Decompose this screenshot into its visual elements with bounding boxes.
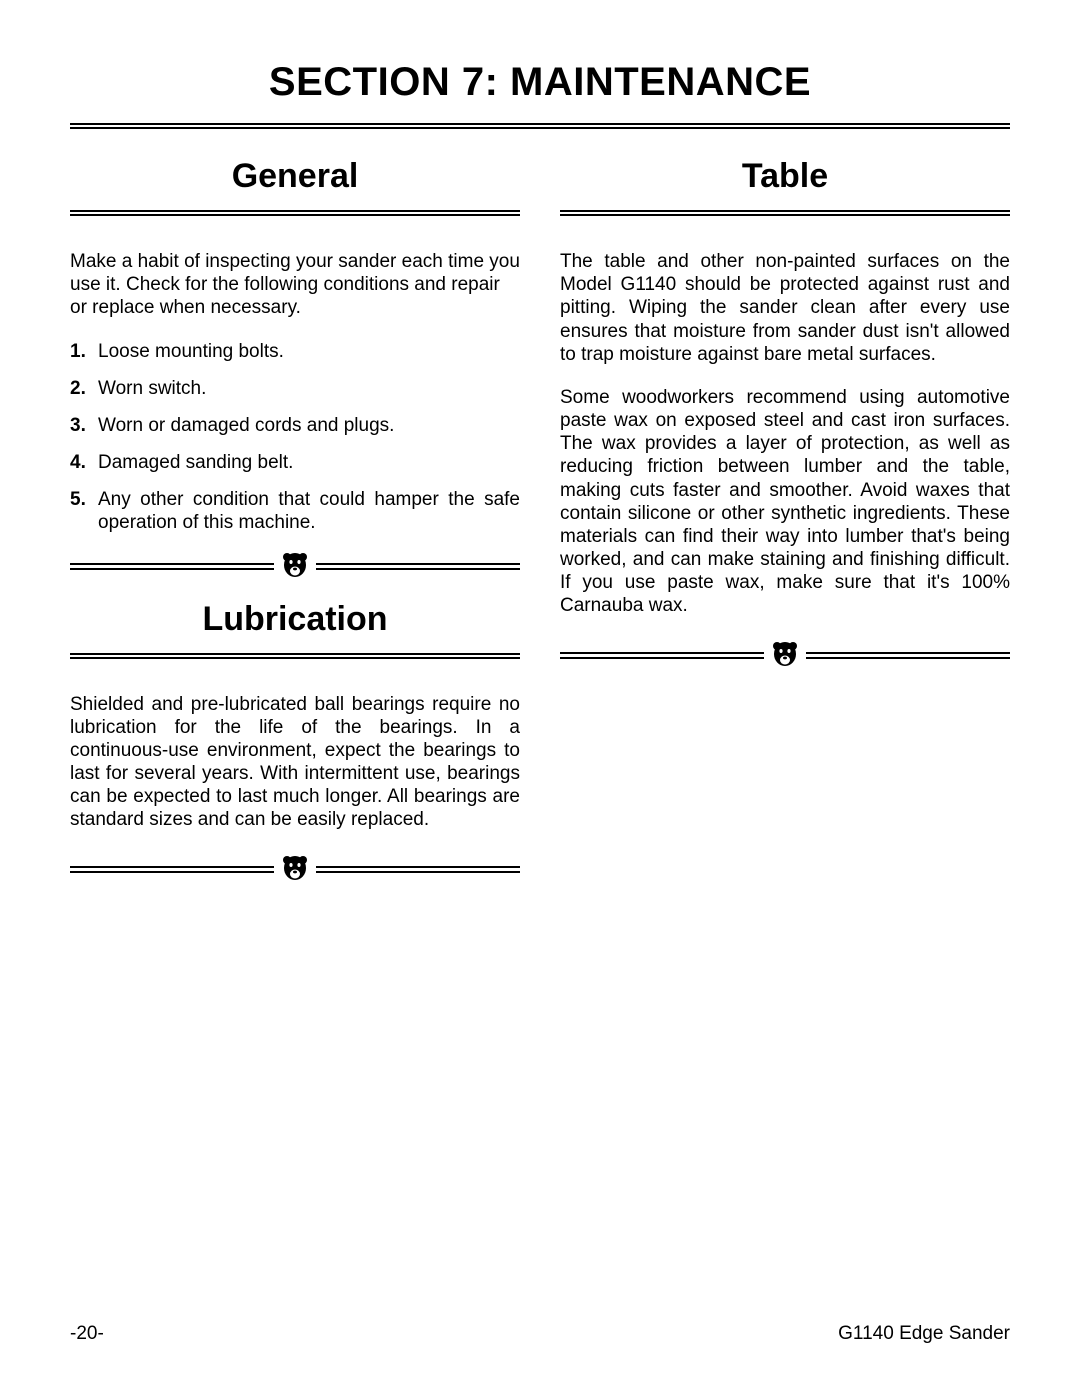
list-text: Loose mounting bolts. (98, 340, 520, 363)
section-divider (70, 852, 520, 887)
general-intro-text: Make a habit of inspecting your sander e… (70, 250, 520, 320)
right-column: Table The table and other non-painted su… (560, 157, 1010, 903)
table-para-2: Some woodworkers recommend using automot… (560, 386, 1010, 618)
divider-line (560, 652, 764, 659)
list-item: 3. Worn or damaged cords and plugs. (70, 414, 520, 437)
bear-icon (764, 638, 806, 673)
horizontal-rule (70, 653, 520, 659)
divider-line (806, 652, 1010, 659)
horizontal-rule (560, 210, 1010, 216)
section-divider (560, 638, 1010, 673)
page-title: SECTION 7: MAINTENANCE (70, 60, 1010, 105)
list-text: Worn switch. (98, 377, 520, 400)
lubrication-text: Shielded and pre-lubricated ball bearing… (70, 693, 520, 832)
horizontal-rule (70, 123, 1010, 129)
inspection-list: 1. Loose mounting bolts. 2. Worn switch.… (70, 340, 520, 535)
list-item: 5. Any other condition that could hamper… (70, 488, 520, 534)
list-number: 3. (70, 414, 98, 437)
list-text: Any other condition that could hamper th… (98, 488, 520, 534)
divider-line (70, 563, 274, 570)
bear-icon (274, 549, 316, 584)
product-name: G1140 Edge Sander (838, 1323, 1010, 1345)
page-number: -20- (70, 1323, 104, 1345)
divider-line (316, 563, 520, 570)
table-heading: Table (560, 157, 1010, 196)
lubrication-heading: Lubrication (70, 600, 520, 639)
bear-icon (274, 852, 316, 887)
list-item: 2. Worn switch. (70, 377, 520, 400)
list-number: 2. (70, 377, 98, 400)
list-text: Worn or damaged cords and plugs. (98, 414, 520, 437)
list-item: 1. Loose mounting bolts. (70, 340, 520, 363)
list-number: 5. (70, 488, 98, 534)
two-column-layout: General Make a habit of inspecting your … (70, 157, 1010, 903)
page-footer: -20- G1140 Edge Sander (70, 1323, 1010, 1345)
list-number: 1. (70, 340, 98, 363)
list-text: Damaged sanding belt. (98, 451, 520, 474)
left-column: General Make a habit of inspecting your … (70, 157, 520, 903)
general-heading: General (70, 157, 520, 196)
list-number: 4. (70, 451, 98, 474)
list-item: 4. Damaged sanding belt. (70, 451, 520, 474)
divider-line (70, 866, 274, 873)
section-divider (70, 549, 520, 584)
table-para-1: The table and other non-painted surfaces… (560, 250, 1010, 366)
horizontal-rule (70, 210, 520, 216)
divider-line (316, 866, 520, 873)
